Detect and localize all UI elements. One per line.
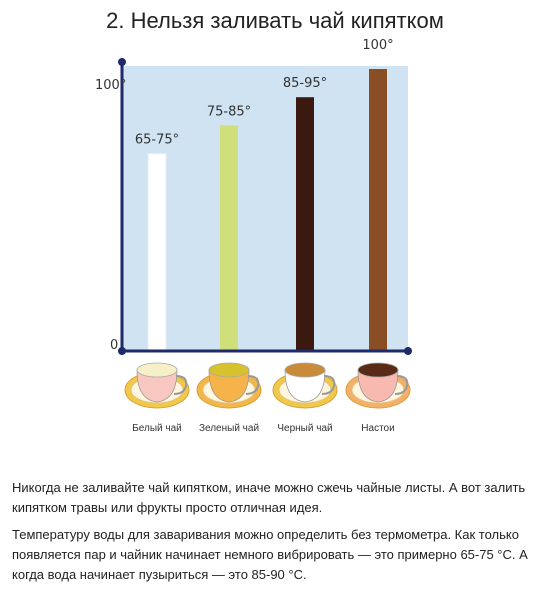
bar-1 <box>147 153 167 352</box>
bar-2 <box>220 125 238 352</box>
category-label-4: Настои <box>361 423 394 434</box>
x-axis-end-dot <box>404 347 412 355</box>
page-title: 2. Нельзя заливать чай кипятком <box>106 8 444 33</box>
y-axis-end-dot <box>118 58 126 66</box>
plot-background <box>122 66 408 351</box>
bar-value-label-1: 65-75° <box>135 133 179 148</box>
y-tick-label-100: 100° <box>95 78 126 93</box>
bar-value-label-3: 85-95° <box>283 76 327 91</box>
tea-temperature-chart: 65-75° 75-85° 85-95° 100° 0 100° Белый чай З… <box>95 38 412 434</box>
bar-3 <box>296 97 314 351</box>
teacup-icon-3 <box>272 362 338 409</box>
teacup-icon-4 <box>345 362 411 409</box>
teacup-icon-2 <box>196 362 262 409</box>
category-label-3: Черный чай <box>277 423 332 434</box>
y-tick-label-0: 0 <box>110 338 118 353</box>
axis-origin-dot <box>118 347 126 355</box>
paragraph-boiling-water: Никогда не заливайте чай кипятком, иначе… <box>12 480 526 515</box>
category-label-2: Зеленый чай <box>199 423 259 434</box>
paragraph-water-temperature: Температуру воды для заваривания можно о… <box>12 527 528 582</box>
teacup-icon-1 <box>124 362 190 409</box>
bar-4 <box>369 69 387 351</box>
bar-value-label-4: 100° <box>362 38 393 53</box>
bar-value-label-2: 75-85° <box>207 104 251 119</box>
category-label-1: Белый чай <box>132 423 182 434</box>
